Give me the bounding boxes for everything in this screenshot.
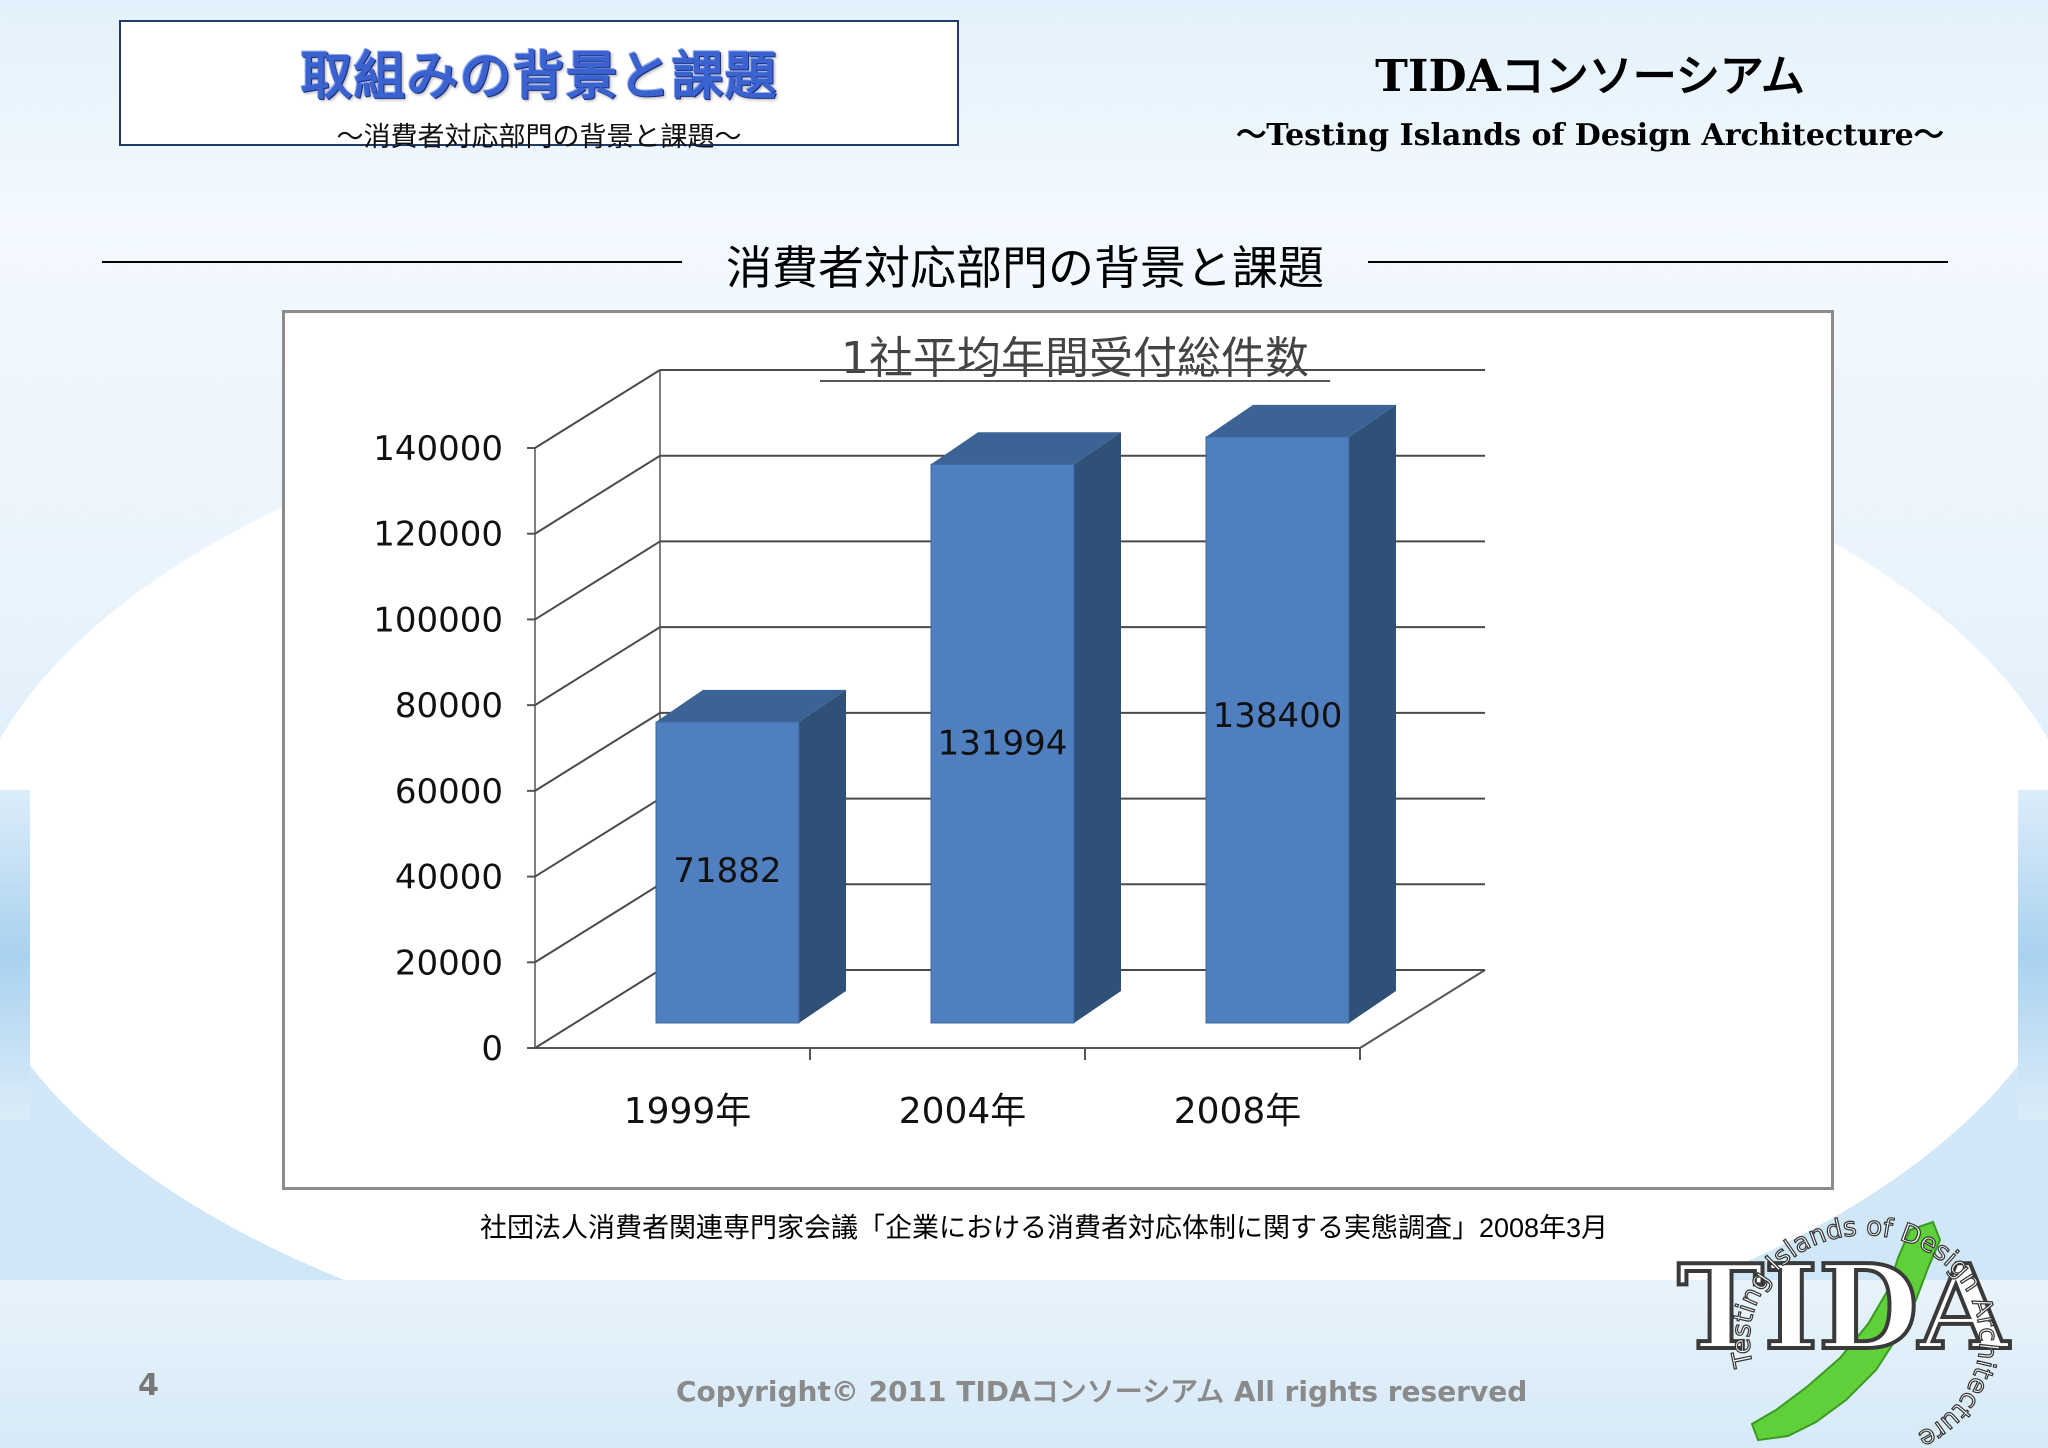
slide-subtitle: ～消費者対応部門の背景と課題～ <box>336 122 742 153</box>
section-rule-right <box>1368 261 1948 263</box>
x-tick-label: 2008年 <box>1174 1091 1302 1132</box>
y-tick-label: 0 <box>481 1029 503 1069</box>
logo-wordmark: TIDA <box>1677 1240 2010 1376</box>
gridline-side <box>534 712 661 792</box>
bar-side <box>1074 432 1121 1024</box>
section-title: 消費者対応部門の背景と課題 <box>726 241 1324 295</box>
gridline-side <box>534 969 661 1049</box>
bar-top <box>1206 404 1396 437</box>
chart: 1社平均年間受付総件数 0 20000 40000 60000 80000 100000 12… <box>373 333 1486 1132</box>
gridline-side <box>534 454 661 535</box>
background-band-right <box>2018 790 2048 1120</box>
gridline-side <box>534 797 661 878</box>
y-tick-label: 40000 <box>395 858 503 898</box>
background-band-left <box>0 790 30 1120</box>
brand-header: TIDAコンソーシアム ～Testing Islands of Design A… <box>1200 40 1980 154</box>
brand-tagline: ～Testing Islands of Design Architecture～ <box>1236 118 1944 153</box>
gridline-side <box>534 626 661 706</box>
bar-side <box>1349 404 1396 1023</box>
gridline-side <box>534 883 661 964</box>
bar-side <box>799 689 846 1023</box>
background-bottom-band <box>0 1280 2048 1448</box>
bar <box>930 463 1075 1024</box>
bar-top <box>656 689 846 722</box>
page-number: 4 <box>138 1368 159 1403</box>
data-label: 71882 <box>673 851 781 891</box>
chart-frame: 1社平均年間受付総件数 0 20000 40000 60000 80000 100000 12… <box>282 310 1834 1190</box>
floor-right-edge <box>1359 969 1486 1049</box>
y-tick-label: 80000 <box>395 686 503 726</box>
section-rule-left <box>102 261 682 263</box>
source-note: 社団法人消費者関連専門家会議「企業における消費者対応体制に関する実態調査」200… <box>479 1213 1609 1243</box>
copyright-text: Copyright© 2011 TIDAコンソーシアム All rights r… <box>676 1375 1528 1408</box>
data-label: 138400 <box>1213 696 1343 736</box>
gridline-side <box>534 540 661 621</box>
y-tick-label: 100000 <box>373 600 503 640</box>
brand-name: TIDAコンソーシアム <box>1375 51 1805 102</box>
slide-title: 取組みの背景と課題 <box>300 47 778 107</box>
slide-title-box: 取組みの背景と課題 ～消費者対応部門の背景と課題～ <box>119 20 959 153</box>
y-tick-label: 60000 <box>395 772 503 812</box>
y-tick-label: 20000 <box>395 943 503 983</box>
gridline-side <box>534 369 661 449</box>
bar <box>655 721 800 1024</box>
y-tick-label: 140000 <box>373 429 503 469</box>
tida-logo: TIDA Testing Islands of Design Architect… <box>1675 1211 2012 1448</box>
bar <box>1205 436 1350 1024</box>
y-tick-label: 120000 <box>373 515 503 555</box>
data-label: 131994 <box>938 723 1068 763</box>
island-shape-icon <box>1750 1220 1942 1442</box>
chart-title: 1社平均年間受付総件数 <box>841 333 1309 384</box>
x-tick-label: 1999年 <box>624 1091 752 1132</box>
bar-top <box>931 432 1121 465</box>
x-tick-label: 2004年 <box>899 1091 1027 1132</box>
